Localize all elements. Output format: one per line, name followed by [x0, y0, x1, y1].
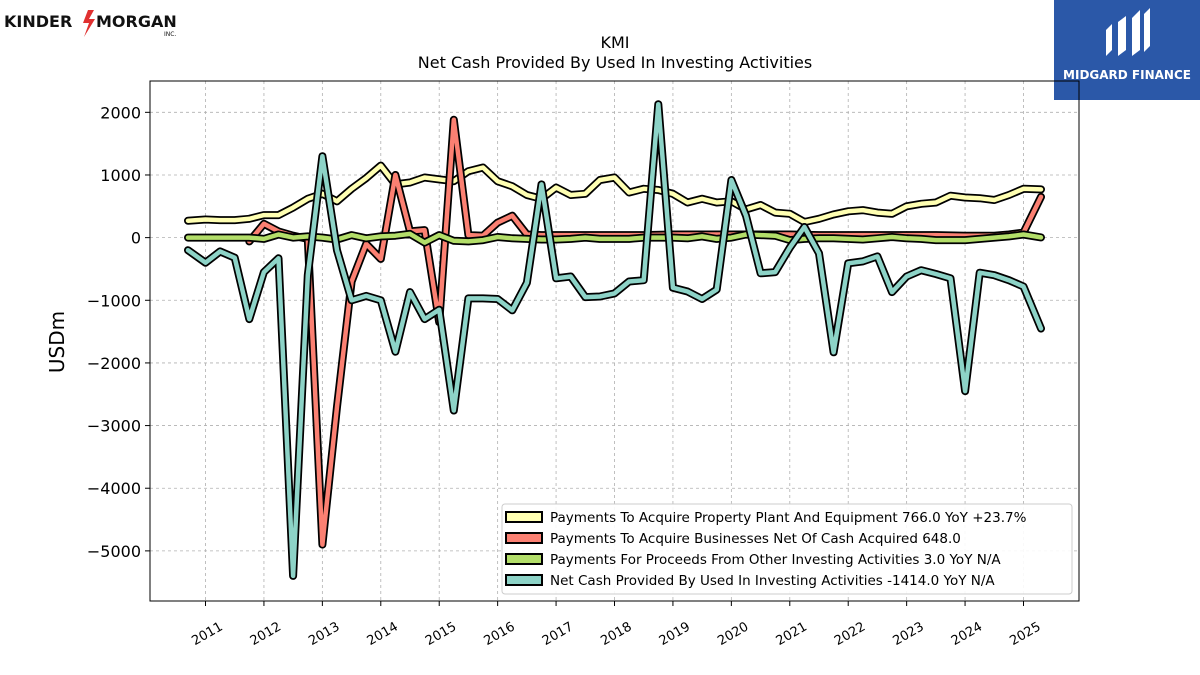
y-tick-label: −2000 [87, 354, 141, 373]
legend: Payments To Acquire Property Plant And E… [501, 503, 1073, 595]
x-tick-label: 2022 [832, 619, 868, 649]
x-tick-label: 2023 [890, 619, 926, 649]
x-tick-label: 2025 [1007, 619, 1043, 649]
x-tick-label: 2016 [481, 619, 517, 649]
y-tick-label: −3000 [87, 417, 141, 436]
y-axis: 2000 1000 0 −1000 −2000 −3000 −4000 −5000 [87, 103, 150, 561]
chart-subtitle: Net Cash Provided By Used In Investing A… [418, 53, 812, 72]
legend-label: Net Cash Provided By Used In Investing A… [550, 573, 995, 589]
kinder-morgan-logo: KINDER MORGAN INC. [4, 6, 184, 42]
series-layer [184, 100, 1045, 580]
legend-item: Net Cash Provided By Used In Investing A… [505, 573, 995, 589]
midgard-mark-icon [1106, 8, 1150, 56]
y-axis-label: USDm [45, 311, 69, 373]
legend-item: Payments For Proceeds From Other Investi… [505, 552, 1001, 568]
y-tick-label: −4000 [87, 479, 141, 498]
x-tick-label: 2017 [540, 619, 576, 649]
legend-label: Payments For Proceeds From Other Investi… [550, 552, 1001, 568]
legend-swatch [505, 532, 543, 544]
logo-word-kinder: KINDER [4, 12, 72, 31]
x-tick-label: 2011 [189, 619, 225, 649]
y-tick-label: −1000 [87, 291, 141, 310]
x-tick-label: 2019 [657, 619, 693, 649]
x-axis: 2011 2012 2013 2014 2015 2016 2017 2018 2019 2020… [189, 601, 1043, 649]
x-tick-label: 2015 [423, 619, 459, 649]
x-tick-label: 2020 [715, 619, 751, 649]
legend-label: Payments To Acquire Property Plant And E… [550, 510, 1027, 526]
series-4 [184, 100, 1045, 580]
y-tick-label: 1000 [100, 166, 141, 185]
y-tick-label: 0 [131, 229, 141, 248]
y-tick-label: 2000 [100, 103, 141, 122]
legend-label: Payments To Acquire Businesses Net Of Ca… [550, 531, 961, 547]
brand-name: MIDGARD FINANCE [1063, 68, 1191, 82]
series-line [247, 117, 1044, 547]
series-line-outline [245, 115, 1045, 549]
logo-sub: INC. [164, 31, 176, 38]
lightning-icon [83, 10, 95, 37]
midgard-finance-logo: MIDGARD FINANCE [1054, 0, 1200, 100]
legend-item: Payments To Acquire Property Plant And E… [505, 510, 1027, 526]
legend-item: Payments To Acquire Businesses Net Of Ca… [505, 531, 961, 547]
series-line [185, 101, 1044, 579]
chart-title: KMI [600, 33, 629, 52]
series-2 [245, 115, 1045, 549]
x-tick-label: 2013 [306, 619, 342, 649]
legend-swatch [505, 553, 543, 565]
legend-box [501, 503, 1073, 595]
x-tick-label: 2014 [365, 619, 401, 649]
x-tick-label: 2024 [949, 619, 985, 649]
x-tick-label: 2012 [248, 619, 284, 649]
legend-swatch [505, 574, 543, 586]
x-tick-label: 2021 [774, 619, 810, 649]
logo-word-morgan: MORGAN [96, 12, 177, 31]
x-tick-label: 2018 [598, 619, 634, 649]
y-tick-label: −5000 [87, 542, 141, 561]
legend-swatch [505, 511, 543, 523]
